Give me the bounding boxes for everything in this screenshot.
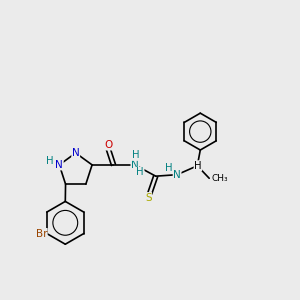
Text: H: H bbox=[165, 163, 172, 173]
Text: N: N bbox=[131, 160, 139, 170]
Text: N: N bbox=[72, 148, 80, 158]
Text: H: H bbox=[194, 161, 202, 171]
Text: O: O bbox=[104, 140, 112, 150]
Text: H: H bbox=[136, 167, 144, 177]
Text: H: H bbox=[132, 150, 139, 161]
Text: H: H bbox=[46, 156, 53, 166]
Text: N: N bbox=[56, 160, 63, 170]
Text: Br: Br bbox=[36, 229, 47, 238]
Text: CH₃: CH₃ bbox=[211, 174, 228, 183]
Text: S: S bbox=[145, 193, 152, 202]
Text: N: N bbox=[173, 170, 181, 180]
